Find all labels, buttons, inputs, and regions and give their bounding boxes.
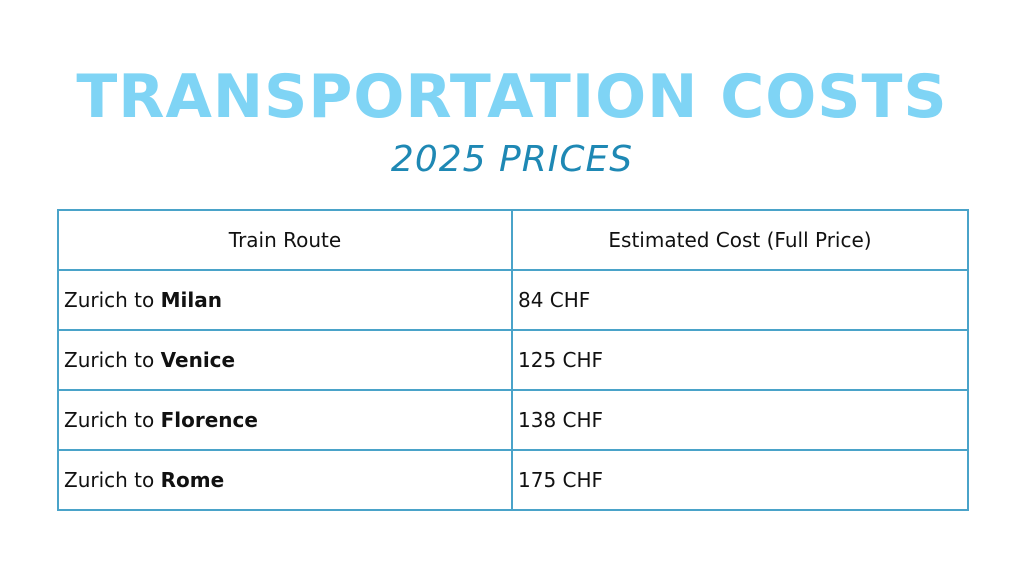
- table-row: Zurich to Venice 125 CHF: [57, 329, 969, 391]
- route-cell: Zurich to Milan: [57, 269, 513, 331]
- route-destination: Milan: [160, 288, 222, 312]
- header-train-route: Train Route: [57, 209, 513, 271]
- page-title: TRANSPORTATION COSTS: [76, 62, 948, 132]
- table-row: Zurich to Florence 138 CHF: [57, 389, 969, 451]
- route-destination: Florence: [160, 408, 258, 432]
- route-cell: Zurich to Rome: [57, 449, 513, 511]
- page-subtitle: 2025 PRICES: [390, 139, 634, 180]
- route-destination: Rome: [160, 468, 225, 492]
- route-cell: Zurich to Florence: [57, 389, 513, 451]
- route-origin: Zurich to: [64, 348, 161, 372]
- table-row: Zurich to Rome 175 CHF: [57, 449, 969, 511]
- route-origin: Zurich to: [64, 408, 161, 432]
- route-destination: Venice: [160, 348, 236, 372]
- cost-cell: 138 CHF: [511, 389, 969, 451]
- table-row: Zurich to Milan 84 CHF: [57, 269, 969, 331]
- cost-cell: 175 CHF: [511, 449, 969, 511]
- route-origin: Zurich to: [64, 288, 161, 312]
- cost-cell: 84 CHF: [511, 269, 969, 331]
- transportation-costs-table: Train Route Estimated Cost (Full Price) …: [57, 209, 969, 511]
- table-header-row: Train Route Estimated Cost (Full Price): [57, 209, 969, 271]
- header-estimated-cost: Estimated Cost (Full Price): [511, 209, 969, 271]
- route-cell: Zurich to Venice: [57, 329, 513, 391]
- cost-cell: 125 CHF: [511, 329, 969, 391]
- route-origin: Zurich to: [64, 468, 161, 492]
